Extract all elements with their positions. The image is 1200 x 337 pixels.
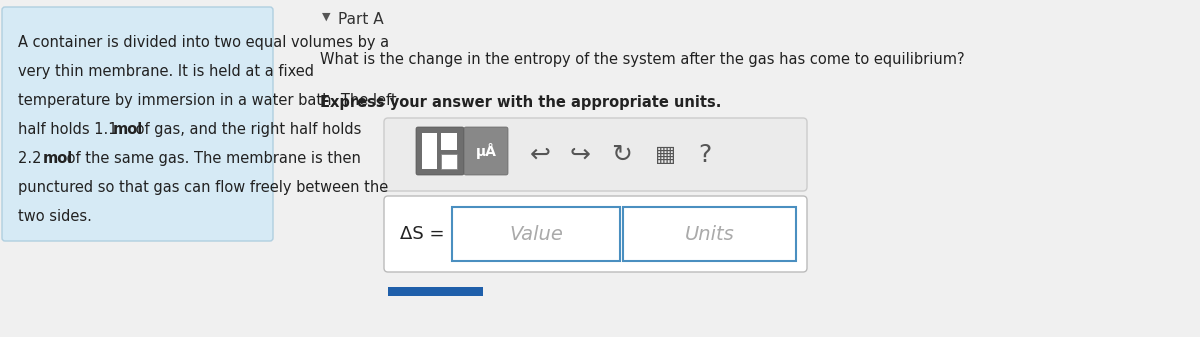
Text: Units: Units (685, 224, 734, 244)
Text: mol: mol (113, 122, 143, 137)
Text: ▦: ▦ (654, 145, 676, 164)
Text: ▼: ▼ (322, 12, 330, 22)
FancyBboxPatch shape (2, 7, 274, 241)
Text: μÅ: μÅ (475, 143, 497, 159)
FancyBboxPatch shape (416, 127, 464, 175)
Text: 2.2: 2.2 (18, 151, 46, 166)
Text: A container is divided into two equal volumes by a: A container is divided into two equal vo… (18, 35, 389, 50)
Bar (422, 133, 437, 169)
Text: ΔS =: ΔS = (400, 225, 444, 243)
Text: Value: Value (509, 224, 563, 244)
Text: ↻: ↻ (612, 143, 632, 166)
Text: What is the change in the entropy of the system after the gas has come to equili: What is the change in the entropy of the… (320, 52, 965, 67)
Text: of the same gas. The membrane is then: of the same gas. The membrane is then (62, 151, 361, 166)
Text: Express your answer with the appropriate units.: Express your answer with the appropriate… (320, 95, 721, 110)
Text: temperature by immersion in a water bath. The left: temperature by immersion in a water bath… (18, 93, 397, 108)
Text: ↩: ↩ (529, 143, 551, 166)
Text: ?: ? (698, 143, 712, 166)
Bar (623, 207, 796, 261)
Text: ↪: ↪ (570, 143, 590, 166)
Bar (442, 133, 457, 150)
Text: of gas, and the right half holds: of gas, and the right half holds (132, 122, 361, 137)
Text: two sides.: two sides. (18, 209, 92, 224)
FancyBboxPatch shape (464, 127, 508, 175)
FancyBboxPatch shape (384, 196, 808, 272)
Text: very thin membrane. It is held at a fixed: very thin membrane. It is held at a fixe… (18, 64, 314, 79)
Text: punctured so that gas can flow freely between the: punctured so that gas can flow freely be… (18, 180, 389, 195)
Text: mol: mol (43, 151, 73, 166)
Text: Part A: Part A (338, 12, 384, 27)
Text: half holds 1.1: half holds 1.1 (18, 122, 122, 137)
Bar (442, 154, 457, 169)
Bar (452, 207, 620, 261)
FancyBboxPatch shape (384, 118, 808, 191)
Bar (388, 287, 482, 296)
